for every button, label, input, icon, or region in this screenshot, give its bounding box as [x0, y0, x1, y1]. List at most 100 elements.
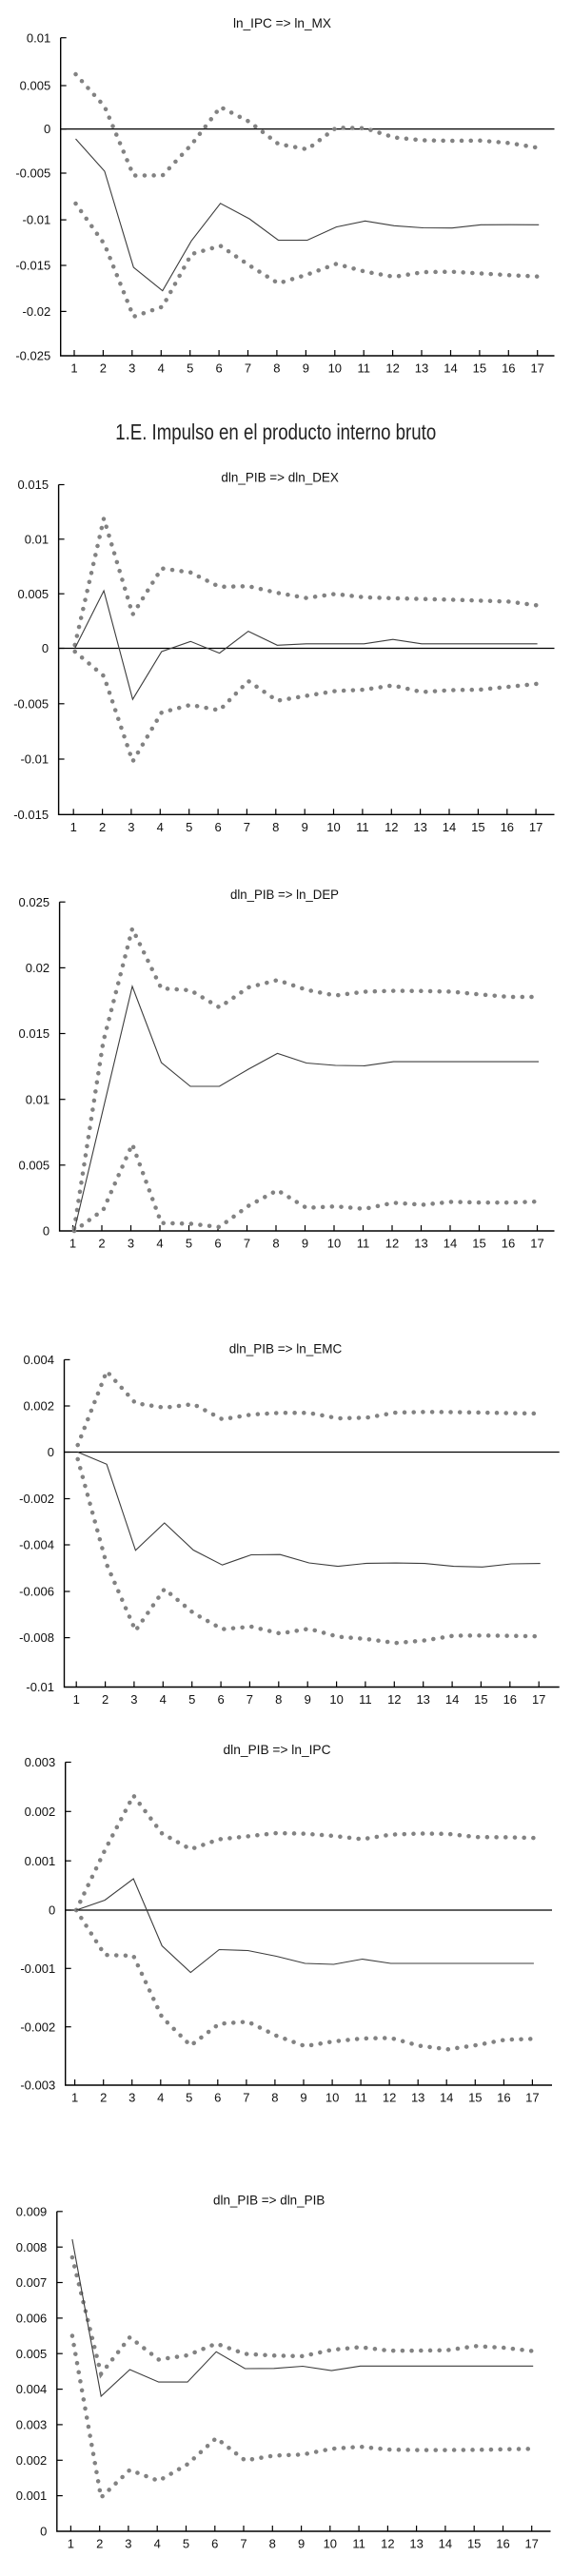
svg-text:6: 6 [215, 361, 222, 376]
svg-text:13: 13 [414, 1237, 427, 1251]
svg-text:1: 1 [69, 1237, 76, 1251]
svg-text:1: 1 [71, 2091, 78, 2105]
svg-text:13: 13 [416, 1692, 429, 1707]
svg-text:6: 6 [211, 2537, 218, 2551]
svg-text:12: 12 [385, 1237, 399, 1251]
svg-text:9: 9 [298, 2537, 305, 2551]
svg-text:1: 1 [68, 2537, 74, 2551]
svg-text:1: 1 [70, 820, 77, 834]
svg-text:dln_PIB => dln_PIB: dln_PIB => dln_PIB [213, 2194, 325, 2208]
svg-text:5: 5 [186, 2091, 192, 2105]
svg-text:-0.025: -0.025 [15, 349, 50, 363]
svg-text:7: 7 [245, 361, 251, 376]
svg-text:0.003: 0.003 [25, 1755, 56, 1769]
svg-text:16: 16 [502, 1237, 515, 1251]
svg-text:3: 3 [128, 820, 134, 834]
svg-text:12: 12 [381, 2537, 394, 2551]
svg-text:6: 6 [214, 820, 221, 834]
svg-text:0.002: 0.002 [23, 1399, 54, 1414]
svg-text:15: 15 [473, 361, 486, 376]
svg-text:12: 12 [385, 361, 399, 376]
svg-text:16: 16 [501, 820, 514, 834]
svg-text:0: 0 [42, 641, 49, 655]
svg-text:8: 8 [271, 2091, 278, 2105]
svg-text:0.003: 0.003 [16, 2418, 48, 2432]
svg-text:12: 12 [387, 1692, 401, 1707]
svg-text:11: 11 [352, 2537, 365, 2551]
svg-text:17: 17 [524, 2537, 538, 2551]
svg-text:1: 1 [73, 1692, 80, 1707]
svg-text:9: 9 [303, 361, 309, 376]
svg-text:14: 14 [440, 2091, 453, 2105]
svg-text:10: 10 [329, 1692, 343, 1707]
svg-text:0: 0 [48, 1445, 54, 1459]
svg-text:2: 2 [96, 2537, 103, 2551]
svg-text:0.008: 0.008 [16, 2240, 48, 2254]
svg-text:7: 7 [244, 1237, 250, 1251]
svg-text:3: 3 [130, 1692, 137, 1707]
svg-text:0: 0 [49, 1903, 55, 1918]
svg-text:-0.004: -0.004 [19, 1538, 54, 1552]
svg-text:-0.005: -0.005 [13, 696, 49, 711]
svg-text:dln_PIB => ln_EMC: dln_PIB => ln_EMC [229, 1342, 343, 1356]
svg-text:4: 4 [157, 820, 164, 834]
svg-text:1.E. Impulso en el producto in: 1.E. Impulso en el producto interno brut… [115, 420, 436, 444]
svg-text:13: 13 [413, 820, 426, 834]
svg-text:8: 8 [269, 2537, 276, 2551]
svg-text:16: 16 [503, 1692, 517, 1707]
svg-text:dln_PIB => ln_IPC: dln_PIB => ln_IPC [224, 1743, 331, 1757]
svg-text:1: 1 [70, 361, 77, 376]
svg-text:8: 8 [272, 1237, 279, 1251]
svg-text:0.005: 0.005 [16, 2347, 48, 2361]
svg-text:2: 2 [102, 1692, 108, 1707]
svg-text:8: 8 [275, 1692, 282, 1707]
svg-text:5: 5 [187, 361, 193, 376]
svg-text:4: 4 [158, 361, 165, 376]
svg-text:0.007: 0.007 [16, 2275, 48, 2290]
svg-text:0.004: 0.004 [23, 1353, 54, 1367]
svg-text:6: 6 [214, 1237, 221, 1251]
svg-text:0.01: 0.01 [26, 1092, 49, 1106]
svg-text:11: 11 [359, 1692, 372, 1707]
svg-text:-0.01: -0.01 [23, 213, 51, 227]
svg-text:4: 4 [154, 2537, 161, 2551]
svg-text:10: 10 [324, 2537, 337, 2551]
svg-text:-0.015: -0.015 [13, 808, 49, 822]
svg-text:2: 2 [98, 1237, 105, 1251]
svg-text:-0.01: -0.01 [26, 1680, 54, 1694]
svg-text:13: 13 [411, 2091, 424, 2105]
svg-text:7: 7 [243, 2091, 249, 2105]
svg-text:3: 3 [128, 1237, 134, 1251]
svg-text:11: 11 [356, 820, 369, 834]
svg-text:-0.01: -0.01 [20, 752, 49, 767]
svg-text:2: 2 [99, 820, 106, 834]
svg-text:6: 6 [217, 1692, 224, 1707]
svg-text:7: 7 [247, 1692, 253, 1707]
svg-text:11: 11 [357, 361, 370, 376]
svg-text:ln_IPC => ln_MX: ln_IPC => ln_MX [233, 16, 331, 30]
svg-text:0.015: 0.015 [19, 1026, 50, 1041]
svg-text:8: 8 [272, 820, 279, 834]
svg-text:-0.003: -0.003 [20, 2078, 55, 2093]
svg-text:0.005: 0.005 [18, 587, 49, 601]
svg-text:9: 9 [302, 820, 308, 834]
svg-text:0.002: 0.002 [25, 1805, 56, 1819]
svg-text:8: 8 [273, 361, 280, 376]
svg-text:9: 9 [305, 1692, 311, 1707]
svg-text:7: 7 [240, 2537, 247, 2551]
svg-text:0.015: 0.015 [18, 478, 49, 492]
svg-text:17: 17 [532, 1692, 545, 1707]
svg-text:-0.002: -0.002 [20, 2020, 55, 2034]
svg-text:5: 5 [183, 2537, 189, 2551]
svg-text:6: 6 [214, 2091, 221, 2105]
svg-text:17: 17 [530, 1237, 543, 1251]
svg-text:14: 14 [444, 361, 457, 376]
svg-text:9: 9 [302, 1237, 308, 1251]
svg-text:0.009: 0.009 [16, 2204, 48, 2218]
svg-text:12: 12 [385, 820, 398, 834]
svg-text:0: 0 [44, 122, 50, 136]
svg-text:-0.002: -0.002 [19, 1492, 54, 1506]
svg-text:0.01: 0.01 [27, 30, 50, 45]
svg-text:17: 17 [529, 820, 542, 834]
svg-text:dln_PIB => ln_DEP: dln_PIB => ln_DEP [230, 888, 339, 902]
